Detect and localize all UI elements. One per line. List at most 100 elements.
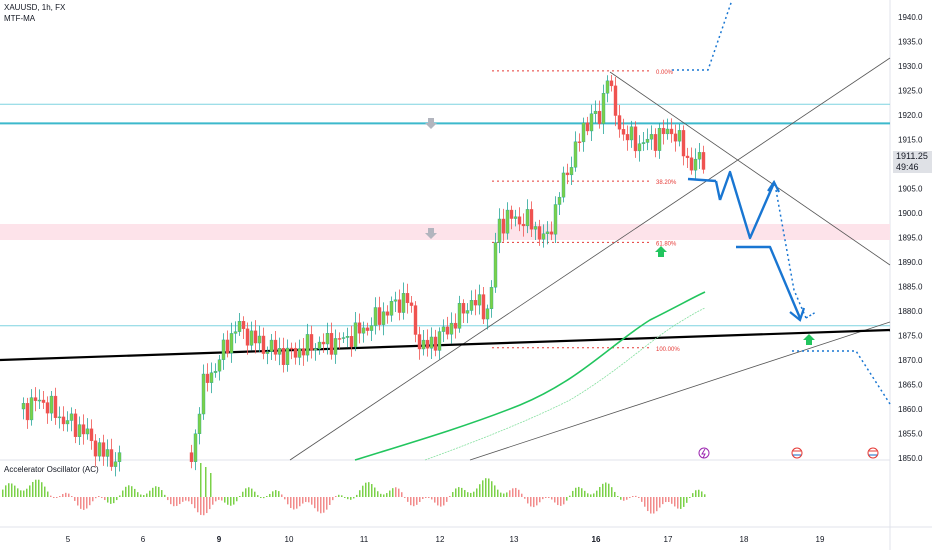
candle bbox=[625, 125, 630, 151]
oscillator-bar bbox=[254, 491, 256, 497]
oscillator-bar bbox=[296, 497, 298, 509]
oscillator-bar bbox=[611, 487, 613, 497]
oscillator-bar bbox=[35, 479, 37, 497]
oscillator-bar bbox=[197, 497, 199, 513]
oscillator-bar bbox=[113, 497, 115, 504]
candle bbox=[281, 337, 286, 373]
oscillator-bar bbox=[205, 467, 207, 497]
price-tick-label: 1885.0 bbox=[898, 283, 923, 292]
oscillator-bar bbox=[401, 492, 403, 497]
oscillator-bar bbox=[560, 497, 562, 506]
oscillator-bar bbox=[281, 494, 283, 497]
candle bbox=[377, 296, 382, 331]
oscillator-bar bbox=[602, 483, 604, 497]
oscillator-bar bbox=[206, 497, 208, 514]
oscillator-bar bbox=[362, 485, 364, 497]
price-tick-label: 1940.0 bbox=[898, 13, 923, 22]
candle bbox=[89, 419, 94, 450]
candle bbox=[505, 202, 510, 240]
oscillator-bar bbox=[596, 490, 598, 497]
oscillator-bar bbox=[599, 486, 601, 497]
oscillator-bar bbox=[329, 497, 331, 506]
candle bbox=[249, 321, 254, 351]
candle bbox=[593, 100, 598, 124]
candle bbox=[473, 289, 478, 316]
projection-drop bbox=[736, 245, 802, 319]
price-tick-label: 1850.0 bbox=[898, 454, 923, 463]
oscillator-bar bbox=[455, 488, 457, 497]
candle bbox=[605, 75, 610, 103]
oscillator-bar bbox=[101, 497, 103, 498]
time-tick-label: 17 bbox=[664, 535, 673, 544]
oscillator-bar bbox=[293, 497, 295, 510]
price-tick-label: 1855.0 bbox=[898, 430, 923, 439]
candle bbox=[513, 209, 518, 227]
oscillator-bar bbox=[62, 493, 64, 497]
candle bbox=[325, 322, 330, 355]
oscillator-bar bbox=[629, 497, 631, 498]
projection-dotted-line bbox=[792, 350, 891, 405]
us-flag-icon bbox=[867, 447, 879, 459]
candle bbox=[233, 321, 238, 344]
oscillator-bar bbox=[176, 497, 178, 506]
candle bbox=[345, 327, 350, 348]
oscillator-bar bbox=[662, 497, 664, 505]
oscillator-bar bbox=[491, 481, 493, 497]
oscillator-bar bbox=[326, 497, 328, 510]
oscillator-bar bbox=[440, 497, 442, 507]
oscillator-bar bbox=[131, 486, 133, 497]
candle bbox=[413, 301, 418, 343]
candle bbox=[369, 317, 374, 341]
candle bbox=[221, 333, 226, 370]
candle bbox=[229, 322, 234, 363]
oscillator-bar bbox=[530, 497, 532, 507]
price-tick-label: 1895.0 bbox=[898, 234, 923, 243]
candle bbox=[261, 327, 266, 360]
oscillator-bar bbox=[320, 497, 322, 514]
oscillator-bar bbox=[593, 493, 595, 497]
oscillator-bar bbox=[248, 487, 250, 497]
candle bbox=[485, 304, 490, 330]
oscillator-bar bbox=[410, 497, 412, 506]
oscillator-bar bbox=[434, 497, 436, 503]
candle bbox=[361, 321, 366, 343]
price-axis: 1850.0 1855.0 1860.0 1865.0 1870.0 1875.0 1880… bbox=[898, 13, 923, 463]
last-price-badge: 1911.25 49:46 bbox=[893, 151, 932, 173]
candle bbox=[93, 434, 98, 467]
oscillator-bar bbox=[683, 497, 685, 507]
oscillator-bar bbox=[200, 497, 202, 515]
oscillator-bar bbox=[506, 492, 508, 497]
candle bbox=[397, 289, 402, 321]
oscillator-bar bbox=[674, 497, 676, 507]
oscillator-bar bbox=[374, 487, 376, 497]
oscillator-bar bbox=[458, 487, 460, 497]
candle bbox=[445, 316, 450, 340]
oscillator-bar bbox=[140, 494, 142, 497]
time-tick-label: 18 bbox=[740, 535, 749, 544]
candle bbox=[581, 117, 586, 152]
candle bbox=[21, 397, 26, 420]
candle bbox=[453, 313, 458, 339]
oscillator-bar bbox=[686, 497, 688, 503]
oscillator-bar bbox=[230, 497, 232, 506]
candle bbox=[417, 326, 422, 360]
oscillator-bar bbox=[356, 494, 358, 497]
oscillator-bar bbox=[215, 497, 217, 502]
candle bbox=[69, 407, 74, 432]
candle bbox=[561, 166, 566, 203]
last-price: 1911.25 bbox=[896, 151, 928, 161]
oscillator-bar bbox=[83, 497, 85, 510]
candle bbox=[297, 339, 302, 366]
oscillator-bar bbox=[272, 491, 274, 497]
up-arrow-icon bbox=[803, 334, 815, 345]
candle bbox=[645, 128, 650, 151]
candle bbox=[289, 342, 294, 360]
candle bbox=[257, 325, 262, 352]
oscillator-bar bbox=[218, 497, 220, 500]
trendline bbox=[289, 57, 891, 461]
oscillator-bar bbox=[350, 497, 352, 500]
oscillator-bar bbox=[485, 478, 487, 497]
oscillator-bar bbox=[689, 497, 691, 498]
candlesticks bbox=[21, 75, 706, 477]
